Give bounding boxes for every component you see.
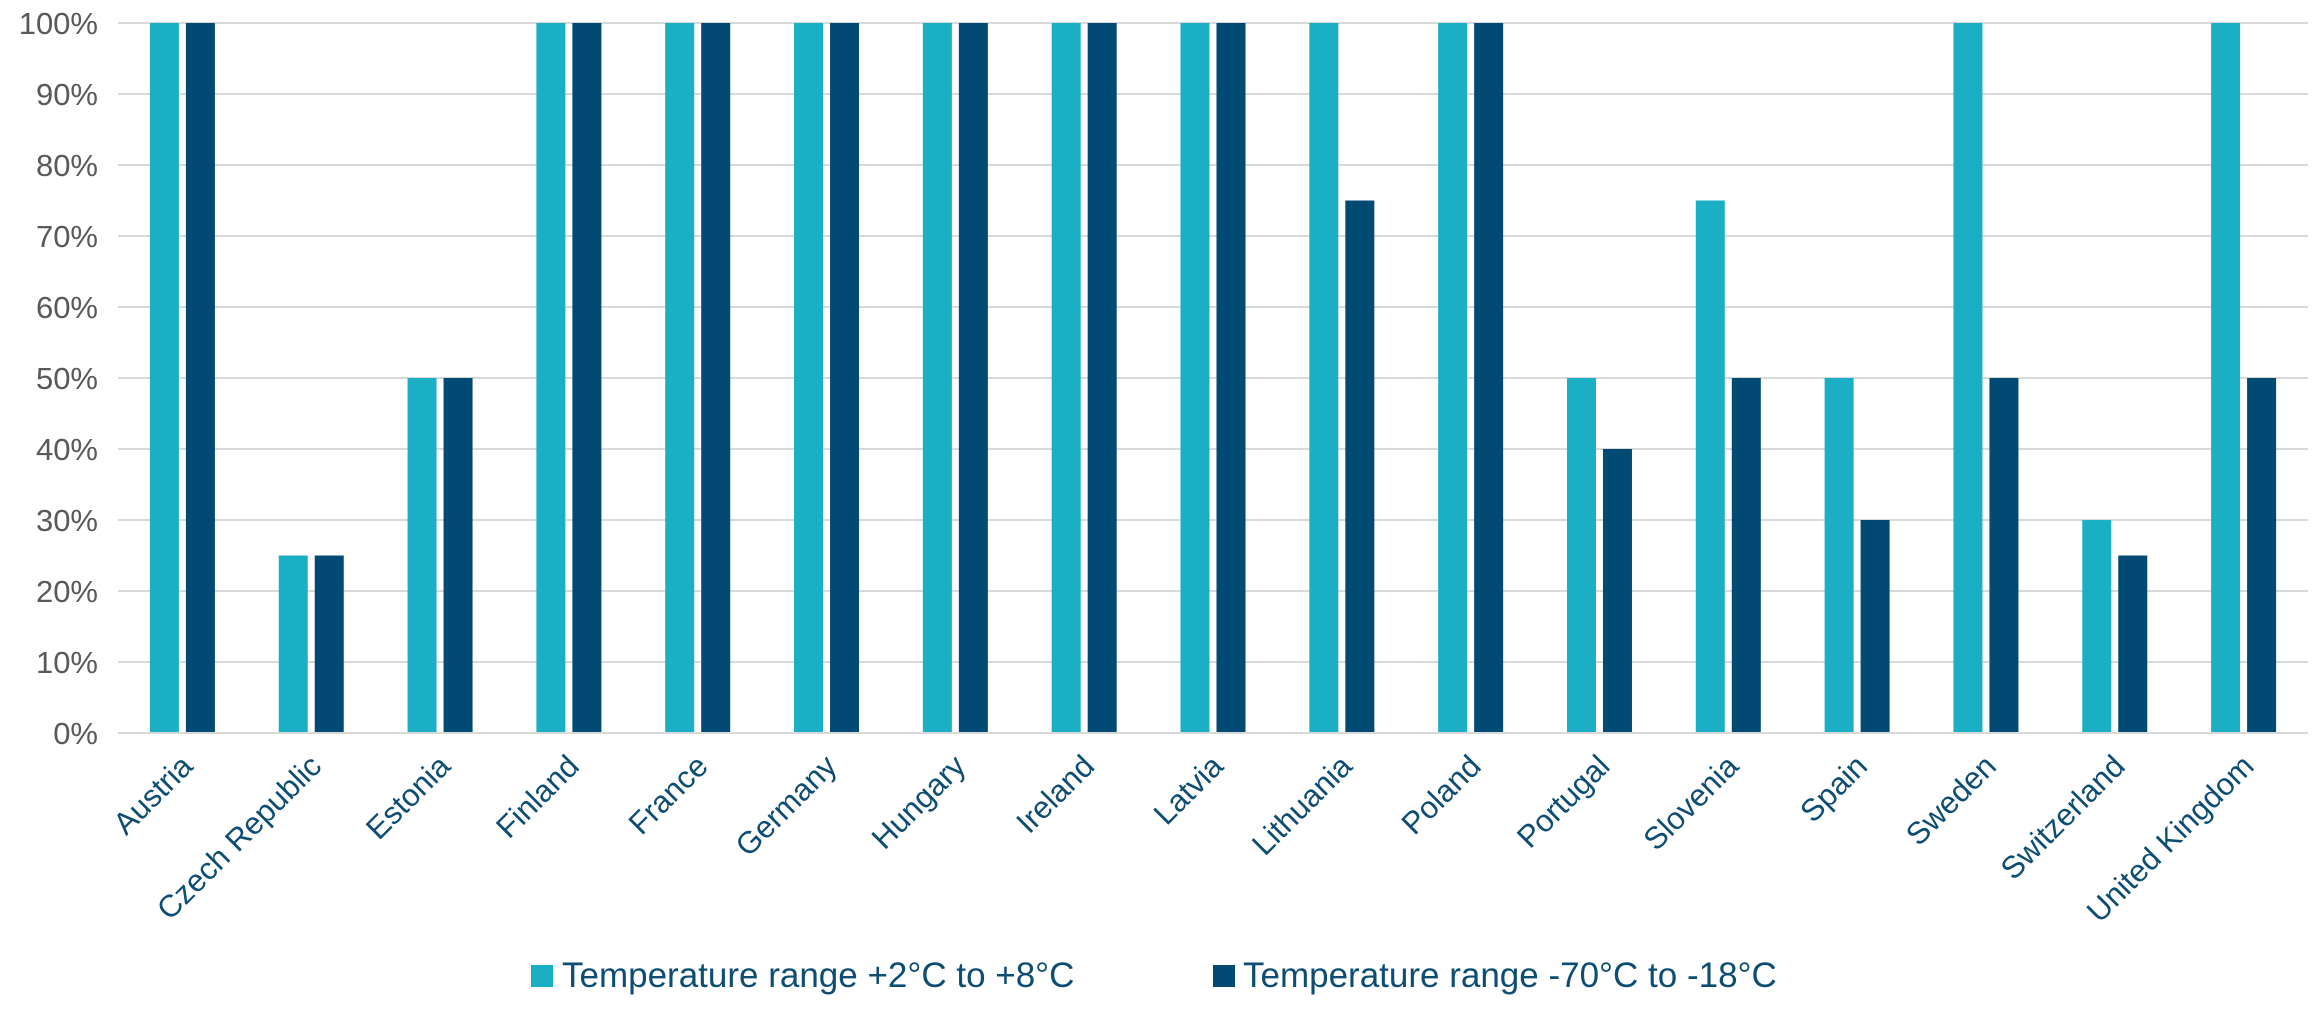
legend-swatch: [1213, 965, 1235, 987]
bar-series-2-slovenia: [1731, 378, 1761, 733]
x-tick-label: Austria: [106, 748, 200, 842]
bar-series-1-lithuania: [1309, 23, 1339, 733]
bars: [149, 23, 2277, 733]
bar-series-1-spain: [1824, 378, 1854, 733]
legend: Temperature range +2°C to +8°C Temperatur…: [531, 956, 1777, 995]
bar-series-1-france: [665, 23, 695, 733]
x-tick-label: Finland: [489, 748, 586, 845]
y-tick-label: 20%: [36, 574, 98, 609]
y-tick-label: 40%: [36, 432, 98, 467]
x-tick-label: Lithuania: [1245, 748, 1359, 862]
bar-series-1-switzerland: [2082, 520, 2112, 733]
bar-series-1-united-kingdom: [2211, 23, 2241, 733]
y-axis-tick-labels: 0% 10% 20% 30% 40% 50% 60% 70% 80% 90% 100%: [19, 6, 98, 751]
y-tick-label: 70%: [36, 219, 98, 254]
bar-series-2-estonia: [443, 378, 473, 733]
bar-series-2-austria: [185, 23, 215, 733]
y-tick-label: 10%: [36, 645, 98, 680]
y-tick-label: 80%: [36, 148, 98, 183]
bar-series-2-latvia: [1216, 23, 1246, 733]
x-tick-label: Slovenia: [1636, 748, 1745, 857]
x-tick-label: Spain: [1793, 748, 1874, 829]
x-tick-label: Hungary: [865, 748, 973, 856]
bar-series-1-czech-republic: [278, 555, 308, 733]
bar-series-2-czech-republic: [314, 555, 344, 733]
x-tick-label: Ireland: [1009, 748, 1101, 840]
y-tick-label: 30%: [36, 503, 98, 538]
x-tick-label: Poland: [1395, 748, 1488, 841]
bar-series-2-spain: [1860, 520, 1890, 733]
bar-series-1-finland: [536, 23, 566, 733]
bar-series-2-poland: [1474, 23, 1504, 733]
bar-series-1-ireland: [1051, 23, 1081, 733]
legend-swatch: [531, 965, 553, 987]
bar-series-2-france: [701, 23, 731, 733]
x-tick-label: France: [622, 748, 715, 841]
bar-series-1-germany: [794, 23, 824, 733]
bar-series-1-austria: [149, 23, 179, 733]
gridlines: [118, 22, 2308, 663]
bar-series-2-lithuania: [1345, 200, 1375, 733]
x-tick-label: Sweden: [1899, 748, 2003, 852]
bar-series-2-sweden: [1989, 378, 2019, 733]
x-tick-label: Estonia: [359, 748, 457, 846]
bar-series-1-estonia: [407, 378, 437, 733]
bar-series-2-ireland: [1087, 23, 1117, 733]
bar-series-1-latvia: [1180, 23, 1210, 733]
bar-series-1-sweden: [1953, 23, 1983, 733]
bar-series-2-switzerland: [2118, 555, 2148, 733]
bar-series-2-finland: [572, 23, 602, 733]
bar-series-2-united-kingdom: [2247, 378, 2277, 733]
legend-label: Temperature range +2°C to +8°C: [562, 956, 1074, 995]
legend-label: Temperature range -70°C to -18°C: [1243, 956, 1777, 995]
y-tick-label: 90%: [36, 77, 98, 112]
y-tick-label: 100%: [19, 6, 98, 41]
y-tick-label: 60%: [36, 290, 98, 325]
bar-series-2-portugal: [1602, 449, 1632, 733]
x-tick-label: Switzerland: [1994, 748, 2132, 886]
x-tick-label: Germany: [729, 748, 844, 863]
x-tick-label: Latvia: [1147, 748, 1231, 832]
y-tick-label: 50%: [36, 361, 98, 396]
bar-series-2-germany: [830, 23, 860, 733]
bar-series-1-slovenia: [1695, 200, 1725, 733]
bar-series-1-portugal: [1566, 378, 1596, 733]
x-tick-label: Portugal: [1510, 748, 1616, 854]
y-tick-label: 0%: [53, 716, 98, 751]
bar-series-1-poland: [1438, 23, 1468, 733]
bar-series-1-hungary: [922, 23, 952, 733]
bar-series-2-hungary: [958, 23, 988, 733]
